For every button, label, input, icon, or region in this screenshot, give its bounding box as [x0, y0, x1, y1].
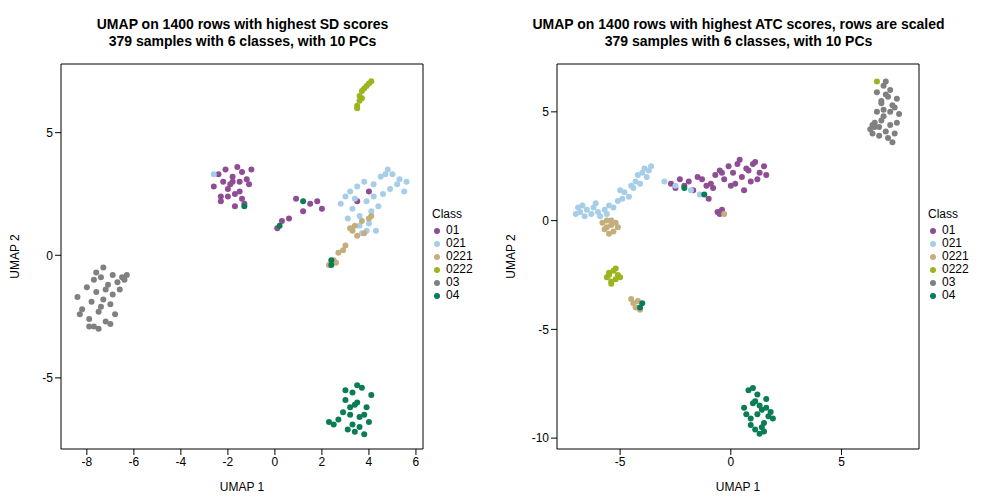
html-text:01: 01: [446, 223, 460, 237]
svg-text:UMAP 2: UMAP 2: [8, 234, 22, 279]
svg-text:-2: -2: [223, 455, 234, 469]
svg-text:4: 4: [366, 455, 373, 469]
html-text:Class: Class: [432, 207, 462, 221]
html-text:379 samples with 6 classes, wi: 379 samples with 6 classes, with 10 PCs: [108, 33, 377, 49]
html-text:04: 04: [942, 288, 956, 302]
svg-text:-10: -10: [532, 431, 550, 445]
svg-text:6: 6: [413, 455, 420, 469]
svg-text:UMAP 1: UMAP 1: [220, 480, 265, 494]
html-text:04: 04: [446, 288, 460, 302]
html-text:021: 021: [942, 236, 962, 250]
html-text:01: 01: [942, 223, 956, 237]
html-text:379 samples with 6 classes, wi: 379 samples with 6 classes, with 10 PCs: [604, 33, 873, 49]
html-text:Class: Class: [928, 207, 958, 221]
html-text:UMAP on 1400 rows with highest: UMAP on 1400 rows with highest ATC score…: [532, 16, 945, 32]
html-text:03: 03: [446, 275, 460, 289]
html-text:0222: 0222: [446, 262, 473, 276]
html-text:021: 021: [446, 236, 466, 250]
svg-text:UMAP 1: UMAP 1: [716, 480, 761, 494]
svg-text:-5: -5: [42, 371, 53, 385]
svg-text:5: 5: [46, 126, 53, 140]
html-text:0221: 0221: [942, 249, 969, 263]
svg-text:-5: -5: [538, 323, 549, 337]
svg-text:-8: -8: [82, 455, 93, 469]
svg-text:-6: -6: [129, 455, 140, 469]
html-text:03: 03: [942, 275, 956, 289]
html-text:UMAP on 1400 rows with highest: UMAP on 1400 rows with highest SD scores: [96, 16, 389, 32]
svg-text:0: 0: [542, 214, 549, 228]
svg-text:0: 0: [272, 455, 279, 469]
svg-text:5: 5: [542, 105, 549, 119]
svg-text:UMAP 2: UMAP 2: [504, 234, 518, 279]
html-text:0221: 0221: [446, 249, 473, 263]
html-text:0222: 0222: [942, 262, 969, 276]
svg-text:-5: -5: [615, 455, 626, 469]
svg-text:0: 0: [46, 249, 53, 263]
svg-text:-4: -4: [176, 455, 187, 469]
svg-text:5: 5: [838, 455, 845, 469]
svg-text:0: 0: [727, 455, 734, 469]
svg-text:2: 2: [319, 455, 326, 469]
